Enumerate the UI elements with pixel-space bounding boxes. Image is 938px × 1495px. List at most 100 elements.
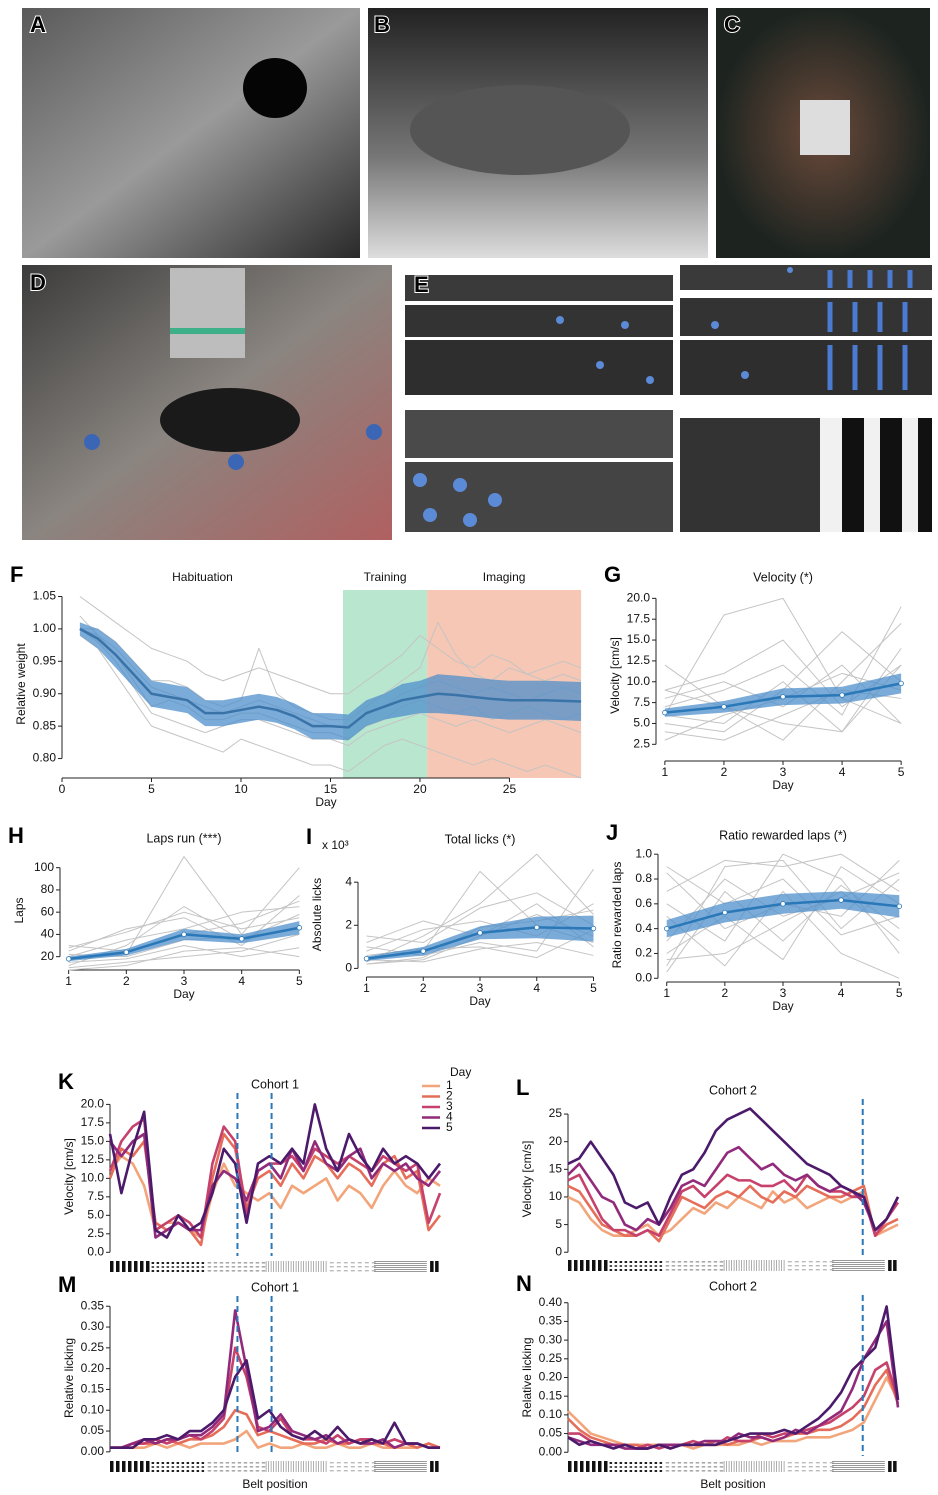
y-tick-label: 60 xyxy=(41,904,55,918)
belt-pattern xyxy=(157,1266,160,1268)
region-label: Habituation xyxy=(172,570,233,584)
y-tick-label: 0.25 xyxy=(539,1351,563,1365)
chart-title: Cohort 2 xyxy=(709,1279,757,1293)
belt-pattern xyxy=(351,1470,355,1471)
panel-letter: D xyxy=(30,270,46,295)
belt-pattern xyxy=(238,1262,242,1264)
photo-a: A xyxy=(22,8,360,258)
belt-pattern xyxy=(152,1470,155,1472)
belt-pattern xyxy=(187,1462,190,1464)
belt-pattern xyxy=(192,1266,195,1268)
marker xyxy=(66,957,71,962)
belt-pattern xyxy=(116,1461,120,1472)
x-axis-label: Belt position xyxy=(242,1477,307,1491)
belt-pattern xyxy=(702,1466,706,1468)
x-tick-label: 5 xyxy=(296,974,303,988)
belt-pattern xyxy=(226,1462,230,1464)
y-tick-label: 0.00 xyxy=(539,1444,563,1458)
belt-pattern xyxy=(337,1462,341,1463)
figure: A B C D xyxy=(0,0,938,1495)
x-tick-label: 10 xyxy=(234,782,248,796)
belt-pattern xyxy=(330,1466,334,1467)
photo-c: C xyxy=(716,8,930,258)
belt-pattern xyxy=(788,1470,792,1471)
belt-pattern xyxy=(220,1262,224,1264)
chart-title: Cohort 1 xyxy=(251,1280,299,1294)
belt-pattern xyxy=(262,1462,266,1464)
belt-pattern xyxy=(256,1262,260,1264)
belt-pattern xyxy=(714,1265,718,1267)
belt-pattern xyxy=(888,1461,892,1472)
photo xyxy=(22,8,360,258)
belt-pattern xyxy=(660,1470,663,1472)
y-tick-label: 15.0 xyxy=(81,1134,105,1148)
belt-pattern xyxy=(795,1466,799,1467)
belt-pattern xyxy=(358,1466,362,1467)
belt-pattern xyxy=(655,1462,658,1464)
belt-pattern xyxy=(238,1466,242,1468)
belt-pattern xyxy=(330,1262,334,1263)
belt-pattern xyxy=(182,1466,185,1468)
belt-pattern xyxy=(214,1266,218,1268)
belt-photo xyxy=(405,410,673,458)
belt-pattern xyxy=(696,1265,700,1267)
belt-pattern xyxy=(172,1270,175,1272)
belt-pattern xyxy=(690,1261,694,1263)
page: {"photo_panels": ["A", "B", "C", "D", "E… xyxy=(0,0,938,1495)
panel-letter: H xyxy=(8,823,24,848)
belt-pattern xyxy=(714,1470,718,1472)
belt-pattern xyxy=(660,1466,663,1468)
stripe xyxy=(880,418,902,532)
belt-pattern xyxy=(620,1261,623,1263)
marker xyxy=(421,949,426,954)
series-line xyxy=(110,1360,440,1447)
x-tick-label: 20 xyxy=(413,782,427,796)
belt-pattern xyxy=(162,1470,165,1472)
belt-pattern xyxy=(202,1466,205,1468)
belt-pattern xyxy=(823,1462,827,1463)
belt-pattern xyxy=(610,1269,613,1271)
chart: FHabituationTrainingImaging0.800.850.900… xyxy=(10,562,581,809)
mouse xyxy=(410,85,630,175)
belt-pattern xyxy=(660,1261,663,1263)
belt-pattern xyxy=(666,1269,670,1271)
belt-pattern xyxy=(365,1266,369,1267)
belt-pattern xyxy=(615,1261,618,1263)
belt-pattern xyxy=(802,1470,806,1471)
belt-pattern xyxy=(146,1461,150,1472)
belt-pattern xyxy=(809,1261,813,1262)
belt-pattern xyxy=(172,1262,175,1264)
belt-pattern xyxy=(690,1265,694,1267)
belt-pattern xyxy=(666,1470,670,1472)
chart: HLaps run (***)2040608010012345DayLaps xyxy=(8,823,303,1001)
belt-pattern xyxy=(365,1262,369,1263)
photo-e: E xyxy=(405,265,932,532)
belt-pattern xyxy=(232,1266,236,1268)
belt-pattern xyxy=(795,1269,799,1270)
belt-pattern xyxy=(238,1270,242,1272)
marker xyxy=(239,937,244,942)
x-tick-label: 1 xyxy=(363,981,370,995)
belt-pattern xyxy=(122,1461,126,1472)
x-axis-label: Day xyxy=(315,795,336,809)
belt-pattern xyxy=(610,1462,613,1464)
x-tick-label: 4 xyxy=(533,981,540,995)
belt-pattern xyxy=(435,1461,439,1472)
belt-pattern xyxy=(232,1270,236,1272)
y-tick-label: 10.0 xyxy=(81,1171,105,1185)
belt-pattern xyxy=(262,1266,266,1268)
belt-pattern xyxy=(645,1265,648,1267)
belt-pattern xyxy=(666,1265,670,1267)
belt-pattern xyxy=(702,1462,706,1464)
belt-pattern xyxy=(152,1262,155,1264)
belt-pattern xyxy=(574,1461,578,1472)
belt-pattern xyxy=(568,1260,572,1271)
belt-pattern xyxy=(650,1269,653,1271)
belt-pattern xyxy=(365,1470,369,1471)
belt-pattern xyxy=(226,1266,230,1268)
belt-pattern xyxy=(816,1466,820,1467)
belt-pattern xyxy=(226,1470,230,1472)
y-tick-label: 0.30 xyxy=(539,1332,563,1346)
marker xyxy=(364,956,369,961)
